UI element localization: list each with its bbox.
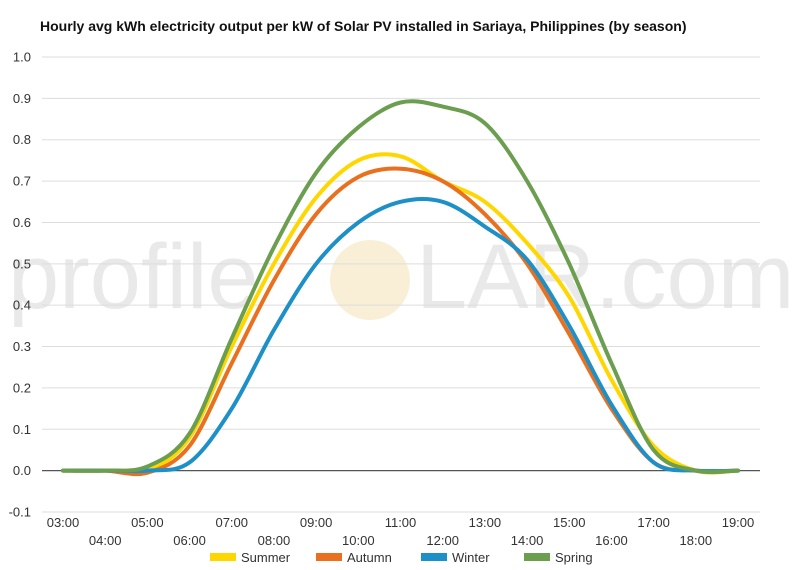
legend-swatch-winter: [421, 553, 447, 561]
y-tick-label: 0.8: [13, 132, 31, 147]
series-line-spring: [61, 99, 740, 475]
legend-swatch-autumn: [316, 553, 342, 561]
x-tick-label: 03:00: [47, 515, 80, 530]
y-tick-label: 0.2: [13, 380, 31, 395]
series-line-winter: [61, 196, 740, 474]
chart-title: Hourly avg kWh electricity output per kW…: [40, 18, 687, 34]
x-tick-label: 07:00: [215, 515, 248, 530]
y-tick-label: 0.3: [13, 339, 31, 354]
y-tick-label: 0.6: [13, 215, 31, 230]
x-tick-label: 06:00: [173, 533, 206, 548]
legend-label: Winter: [452, 550, 490, 565]
y-tick-label: 1.0: [13, 50, 31, 65]
y-axis: 1.0 0.9 0.8 0.7 0.6 0.5 0.4 0.3 0.2 0.1 0.0 -0.1: [9, 50, 31, 520]
x-tick-label: 10:00: [342, 533, 375, 548]
x-tick-label: 19:00: [722, 515, 755, 530]
x-tick-label: 11:00: [385, 515, 417, 530]
y-tick-label: -0.1: [9, 505, 31, 520]
x-tick-label: 09:00: [300, 515, 333, 530]
series-line-summer: [61, 152, 740, 476]
x-tick-label: 16:00: [595, 533, 628, 548]
y-tick-label: 0.7: [13, 174, 31, 189]
watermark-text-right: LAR.com: [416, 226, 794, 328]
series: [61, 99, 740, 477]
x-tick-label: 15:00: [553, 515, 586, 530]
legend-label: Spring: [555, 550, 593, 565]
legend-swatch-summer: [210, 553, 236, 561]
sun-logo-icon: [330, 240, 410, 320]
legend-swatch-spring: [524, 553, 550, 561]
y-tick-label: 0.5: [13, 256, 31, 271]
y-tick-label: 0.4: [13, 298, 31, 313]
y-tick-label: 0.9: [13, 91, 31, 106]
legend-label: Summer: [241, 550, 291, 565]
grid: [42, 56, 760, 513]
y-tick-label: 0.0: [13, 463, 31, 478]
watermark-text-left: profile: [8, 226, 259, 328]
x-tick-label: 13:00: [469, 515, 502, 530]
legend-label: Autumn: [347, 550, 392, 565]
x-tick-label: 08:00: [258, 533, 291, 548]
y-tick-label: 0.1: [13, 422, 31, 437]
x-axis: 03:00 04:00 05:00 06:00 07:00 08:00 09:00 10:00…: [47, 515, 755, 548]
x-tick-label: 05:00: [131, 515, 164, 530]
watermark: profile LAR.com: [8, 226, 794, 328]
x-tick-label: 17:00: [637, 515, 670, 530]
x-tick-label: 04:00: [89, 533, 122, 548]
x-tick-label: 14:00: [511, 533, 544, 548]
x-tick-label: 18:00: [680, 533, 713, 548]
x-tick-label: 12:00: [426, 533, 459, 548]
legend: Summer Autumn Winter Spring: [210, 550, 593, 565]
